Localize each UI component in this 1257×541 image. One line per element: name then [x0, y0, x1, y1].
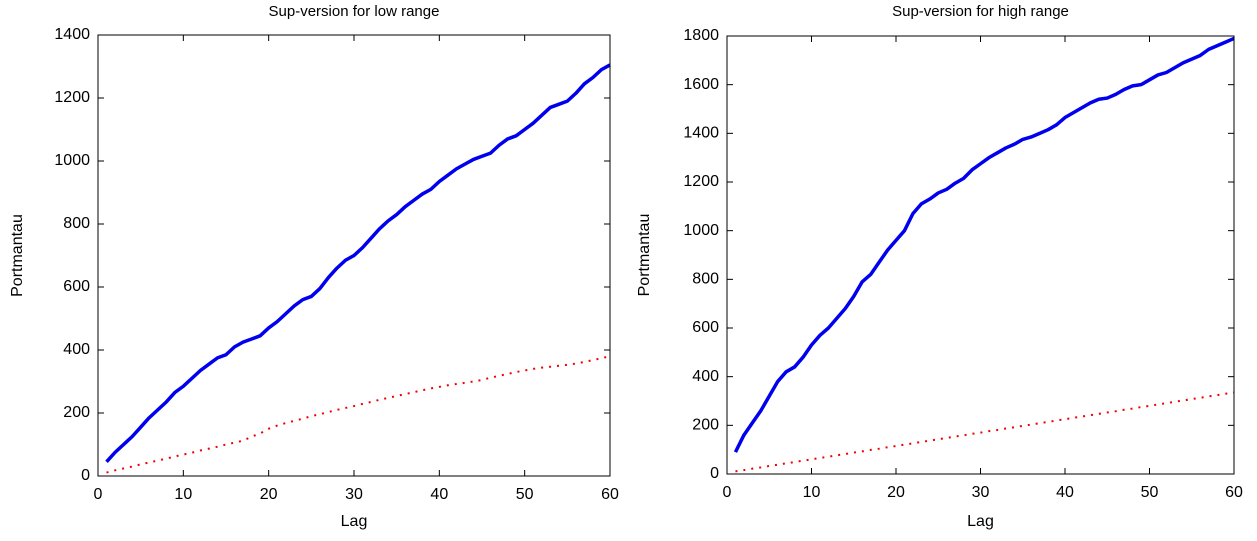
x-tick-label: 10 — [174, 486, 192, 503]
x-tick-label: 30 — [345, 486, 363, 503]
y-tick-label: 200 — [63, 404, 90, 421]
plot-frame — [97, 34, 611, 477]
y-axis-label: Portmantau — [9, 214, 26, 297]
y-axis-label: Portmantau — [636, 214, 653, 297]
x-tick-label: 20 — [887, 484, 905, 501]
x-tick-label: 10 — [803, 484, 821, 501]
y-tick-label: 800 — [63, 215, 90, 232]
y-tick-label: 1000 — [54, 152, 90, 169]
x-tick-label: 20 — [260, 486, 278, 503]
y-tick-label: 600 — [692, 319, 719, 336]
y-tick-label: 1800 — [683, 27, 719, 44]
data-line — [735, 391, 1235, 473]
y-tick-label: 1400 — [683, 125, 719, 142]
x-tick-label: 0 — [94, 486, 103, 503]
x-axis-label: Lag — [967, 513, 994, 530]
x-tick-label: 60 — [1225, 484, 1243, 501]
data-line — [105, 63, 611, 463]
data-line — [106, 355, 611, 474]
y-tick-label: 1400 — [54, 26, 90, 43]
data-line — [733, 36, 1235, 453]
x-axis-label: Lag — [341, 513, 368, 530]
y-tick-label: 400 — [63, 341, 90, 358]
x-tick-label: 50 — [1141, 484, 1159, 501]
x-tick-label: 40 — [430, 486, 448, 503]
chart-title: Sup-version for high range — [892, 3, 1069, 20]
x-tick-label: 60 — [601, 486, 619, 503]
y-tick-label: 0 — [81, 467, 90, 484]
x-tick-label: 40 — [1056, 484, 1074, 501]
chart-title: Sup-version for low range — [269, 3, 440, 20]
y-tick-label: 1000 — [683, 222, 719, 239]
x-tick-label: 30 — [972, 484, 990, 501]
y-tick-label: 1600 — [683, 76, 719, 93]
plot-frame — [726, 35, 1235, 475]
x-tick-label: 0 — [723, 484, 732, 501]
y-tick-label: 0 — [710, 465, 719, 482]
y-tick-label: 1200 — [54, 89, 90, 106]
y-tick-label: 400 — [692, 368, 719, 385]
x-tick-label: 50 — [516, 486, 534, 503]
y-tick-label: 800 — [692, 271, 719, 288]
y-tick-label: 600 — [63, 278, 90, 295]
y-tick-label: 1200 — [683, 173, 719, 190]
y-tick-label: 200 — [692, 417, 719, 434]
